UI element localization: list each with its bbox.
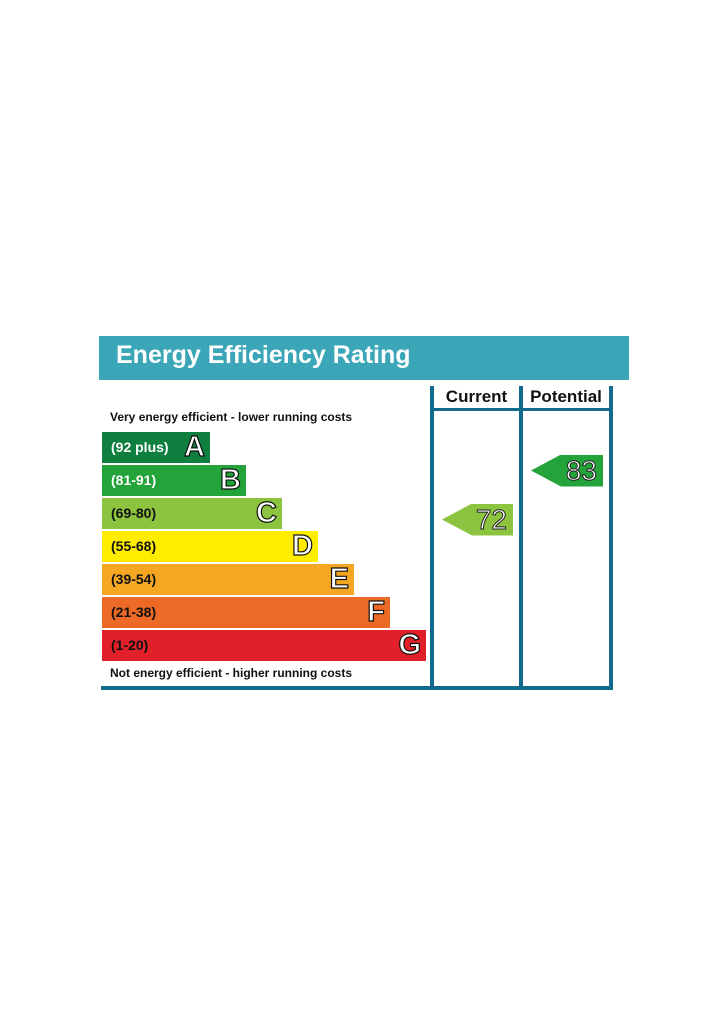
current-rating-arrow: 72: [442, 503, 513, 536]
band-letter: E: [329, 562, 350, 595]
band-letter: G: [398, 628, 422, 661]
band-range-label: (1-20): [111, 637, 149, 653]
chart-title: Energy Efficiency Rating: [116, 341, 411, 369]
band-letter: F: [367, 595, 386, 628]
band-a: (92 plus) A: [102, 430, 210, 464]
top-note: Very energy efficient - lower running co…: [110, 410, 353, 424]
band-range-label: (81-91): [111, 472, 157, 488]
title-bar: Energy Efficiency Rating: [99, 336, 629, 380]
band-letter: C: [255, 496, 277, 529]
column-header-current: Current: [445, 387, 508, 406]
frame-divider-left: [430, 386, 434, 690]
band-range-label: (39-54): [111, 571, 157, 587]
band-range-label: (55-68): [111, 538, 157, 554]
band-letter: A: [183, 430, 205, 463]
band-range-label: (69-80): [111, 505, 157, 521]
band-range-label: (92 plus): [111, 439, 169, 455]
band-range-label: (21-38): [111, 604, 157, 620]
potential-rating-value: 83: [565, 454, 597, 487]
frame-bottom-line: [101, 686, 613, 690]
band-f: (21-38) F: [102, 595, 390, 629]
potential-rating-arrow: 83: [531, 454, 603, 487]
band-c: (69-80) C: [102, 496, 282, 530]
frame-divider-middle: [519, 386, 523, 690]
band-e: (39-54) E: [102, 562, 354, 596]
band-letter: D: [291, 529, 313, 562]
column-header-underline: [430, 408, 613, 411]
column-header-potential: Potential: [530, 387, 602, 406]
bottom-note: Not energy efficient - higher running co…: [110, 666, 353, 680]
current-rating-value: 72: [475, 503, 507, 536]
band-b: (81-91) B: [102, 463, 246, 497]
frame-divider-right: [609, 386, 613, 690]
band-d: (55-68) D: [102, 529, 318, 563]
band-g: (1-20) G: [102, 628, 426, 662]
band-letter: B: [219, 463, 241, 496]
